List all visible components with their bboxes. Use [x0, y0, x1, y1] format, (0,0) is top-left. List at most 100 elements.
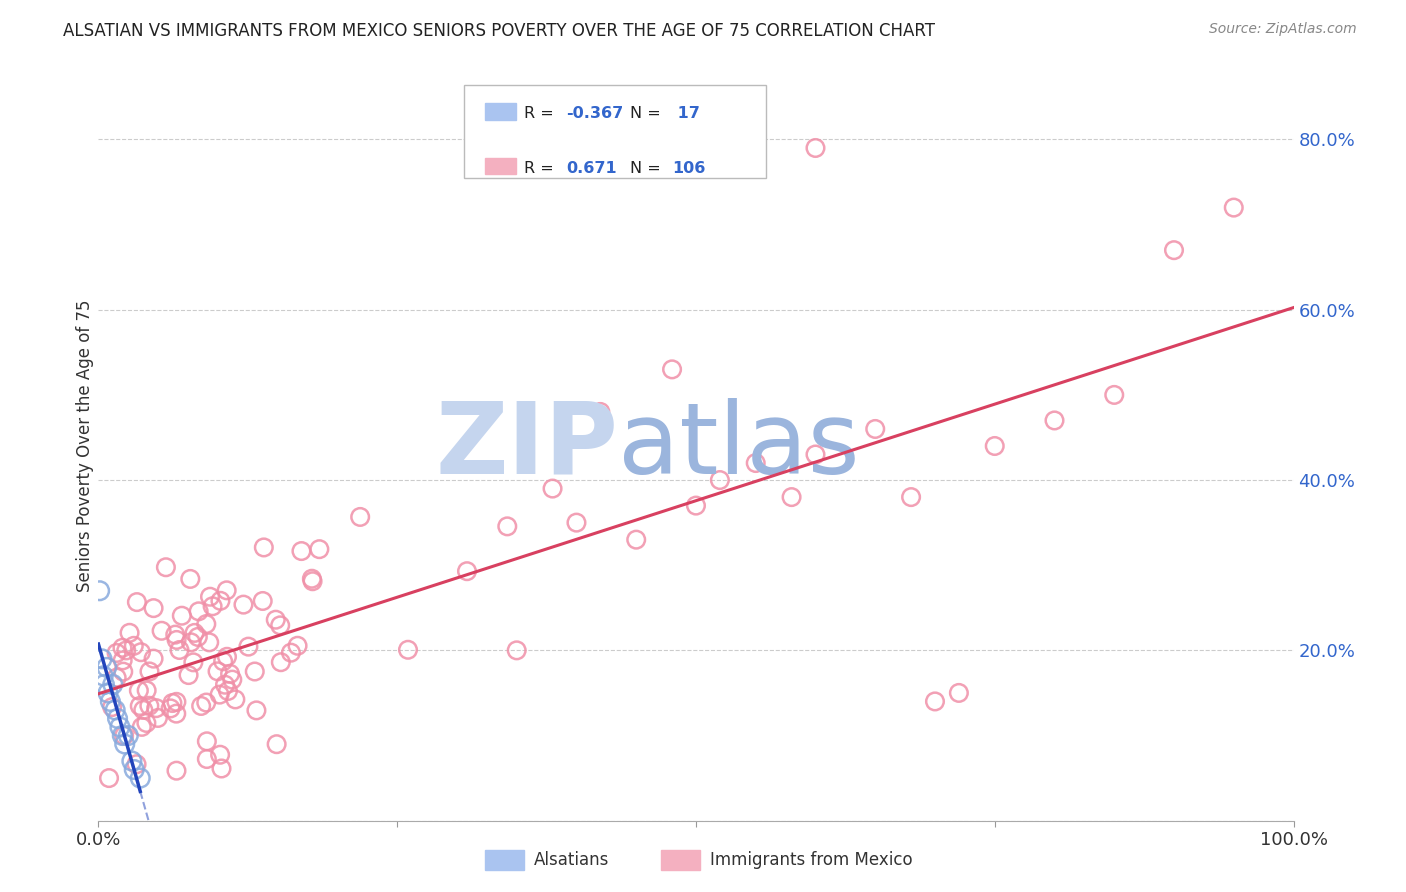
Point	[93, 677, 115, 691]
Point	[626, 533, 648, 547]
Point	[208, 688, 231, 702]
Point	[112, 729, 135, 743]
Point	[91, 669, 114, 683]
Point	[211, 762, 233, 776]
Point	[804, 448, 827, 462]
Point	[145, 701, 167, 715]
Point	[195, 734, 218, 748]
Text: N =: N =	[630, 106, 666, 121]
Point	[349, 510, 371, 524]
Point	[1163, 243, 1185, 257]
Point	[214, 678, 236, 692]
Y-axis label: Seniors Poverty Over the Age of 75: Seniors Poverty Over the Age of 75	[76, 300, 94, 592]
Point	[804, 141, 827, 155]
Point	[215, 583, 238, 598]
Point	[661, 362, 683, 376]
Point	[165, 695, 187, 709]
Point	[219, 666, 242, 681]
Point	[138, 698, 160, 713]
Point	[115, 643, 138, 657]
Text: R =: R =	[524, 106, 560, 121]
Point	[232, 598, 254, 612]
Point	[91, 652, 114, 666]
Point	[187, 604, 209, 618]
Point	[165, 706, 187, 721]
Point	[780, 490, 803, 504]
Text: -0.367: -0.367	[567, 106, 624, 121]
Point	[111, 653, 134, 667]
Point	[198, 590, 221, 604]
Text: ALSATIAN VS IMMIGRANTS FROM MEXICO SENIORS POVERTY OVER THE AGE OF 75 CORRELATIO: ALSATIAN VS IMMIGRANTS FROM MEXICO SENIO…	[63, 22, 935, 40]
Point	[131, 720, 153, 734]
Point	[142, 601, 165, 615]
Point	[105, 646, 128, 660]
Point	[1104, 388, 1126, 402]
Point	[169, 643, 191, 657]
Point	[165, 627, 187, 641]
Point	[287, 639, 309, 653]
Point	[107, 711, 129, 725]
Point	[269, 618, 291, 632]
Point	[129, 645, 152, 659]
Point	[138, 665, 160, 679]
Point	[166, 764, 188, 778]
Point	[124, 763, 146, 777]
Point	[709, 473, 731, 487]
Point	[301, 572, 323, 586]
Point	[252, 594, 274, 608]
Point	[122, 639, 145, 653]
Point	[183, 656, 205, 670]
Point	[685, 499, 707, 513]
Point	[589, 405, 612, 419]
Point	[98, 694, 122, 708]
Point	[98, 771, 121, 785]
Text: ZIP: ZIP	[436, 398, 619, 494]
Point	[183, 626, 205, 640]
Point	[201, 599, 224, 614]
Point	[177, 668, 200, 682]
Point	[308, 542, 330, 557]
Point	[198, 635, 221, 649]
Point	[900, 490, 922, 504]
Point	[195, 617, 218, 632]
Point	[162, 696, 184, 710]
Point	[128, 683, 150, 698]
Point	[224, 692, 246, 706]
Point	[396, 642, 419, 657]
Point	[266, 737, 288, 751]
Text: R =: R =	[524, 161, 560, 176]
Point	[125, 757, 148, 772]
Point	[187, 630, 209, 644]
Text: 0.671: 0.671	[567, 161, 617, 176]
Point	[146, 711, 169, 725]
Point	[104, 703, 127, 717]
Text: Alsatians: Alsatians	[534, 851, 610, 869]
Point	[301, 574, 323, 589]
Point	[209, 747, 232, 762]
Point	[506, 643, 529, 657]
Point	[270, 655, 292, 669]
Point	[745, 456, 768, 470]
Point	[129, 771, 152, 785]
Text: 106: 106	[672, 161, 706, 176]
Point	[221, 673, 243, 687]
Point	[111, 729, 134, 743]
Text: Source: ZipAtlas.com: Source: ZipAtlas.com	[1209, 22, 1357, 37]
Point	[496, 519, 519, 533]
Point	[96, 660, 118, 674]
Point	[105, 671, 128, 685]
Point	[114, 737, 136, 751]
Point	[180, 635, 202, 649]
Point	[132, 703, 155, 717]
Point	[195, 696, 218, 710]
Point	[97, 686, 120, 700]
Point	[541, 482, 564, 496]
Text: Immigrants from Mexico: Immigrants from Mexico	[710, 851, 912, 869]
Point	[1223, 201, 1246, 215]
Point	[117, 729, 139, 743]
Point	[924, 694, 946, 708]
Point	[1043, 413, 1066, 427]
Point	[217, 684, 239, 698]
Point	[245, 703, 267, 717]
Point	[118, 625, 141, 640]
